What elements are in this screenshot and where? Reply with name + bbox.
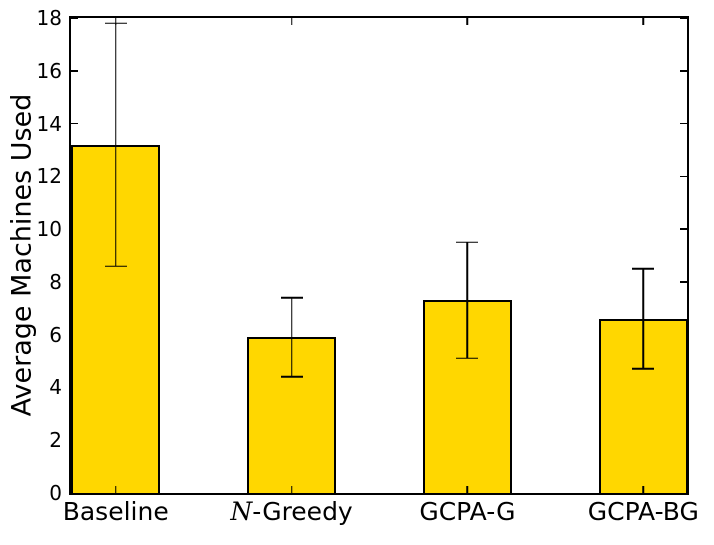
- y-tick-label: 2: [49, 428, 62, 453]
- error-cap-bottom-gcpa-bg: [632, 368, 655, 370]
- y-tick-label: 18: [36, 6, 62, 30]
- x-tick: [114, 486, 117, 493]
- y-tick-label: 4: [49, 375, 62, 400]
- error-cap-bottom-n-greedy: [280, 376, 303, 378]
- x-tick-label: GCPA-BG: [588, 497, 699, 526]
- x-tick-label: GCPA-G: [419, 497, 515, 526]
- y-tick-label: 14: [36, 111, 62, 136]
- y-tick: [680, 281, 687, 283]
- error-bar-n-greedy: [290, 297, 293, 377]
- error-bar-baseline: [114, 23, 117, 267]
- x-tick-label-part: N: [230, 497, 253, 526]
- y-tick: [680, 228, 687, 230]
- plot-area: [69, 16, 689, 495]
- y-tick-label: 6: [49, 322, 62, 347]
- error-cap-bottom-baseline: [104, 265, 127, 267]
- x-tick: [642, 18, 645, 25]
- error-cap-bottom-gcpa-g: [456, 357, 479, 360]
- x-tick-label-part: GCPA-G: [419, 497, 516, 526]
- y-tick-label: 16: [36, 58, 62, 83]
- y-tick: [680, 70, 687, 72]
- y-tick-label: 12: [36, 164, 62, 189]
- x-tick-label: N-Greedy: [230, 497, 352, 526]
- y-tick-label: 0: [49, 481, 62, 505]
- y-tick: [71, 18, 78, 19]
- y-tick-label: 8: [49, 269, 62, 294]
- y-tick-label: 10: [36, 217, 62, 242]
- error-cap-top-n-greedy: [280, 296, 303, 299]
- y-tick: [680, 122, 687, 125]
- x-tick-label-part: GCPA-BG: [587, 497, 699, 526]
- error-cap-top-gcpa-bg: [632, 267, 655, 270]
- error-bar-gcpa-g: [466, 242, 469, 359]
- x-tick: [466, 486, 469, 493]
- error-bar-gcpa-bg: [642, 268, 645, 369]
- y-axis-label: Average Machines Used: [6, 93, 38, 417]
- x-tick-label: Baseline: [63, 497, 169, 526]
- x-tick-label-part: Baseline: [62, 497, 169, 526]
- x-tick: [114, 18, 117, 25]
- x-tick: [642, 486, 645, 493]
- x-tick-label-part: -Greedy: [252, 497, 353, 526]
- x-tick: [290, 486, 293, 493]
- y-tick: [71, 70, 78, 72]
- x-tick: [290, 18, 293, 25]
- error-cap-top-gcpa-g: [456, 241, 479, 244]
- x-tick: [466, 18, 469, 25]
- y-tick: [680, 175, 687, 178]
- y-tick: [71, 122, 78, 125]
- y-tick: [680, 18, 687, 19]
